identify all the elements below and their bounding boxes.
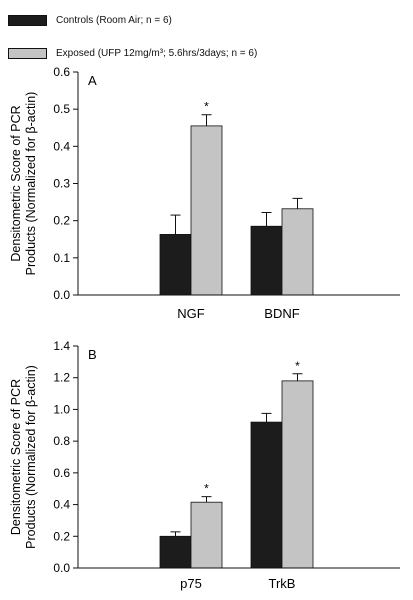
panel-a-ylabel-line2: Products (Normalized for β-actin) xyxy=(24,92,38,276)
panel-a-ytick-label-2: 0.2 xyxy=(53,214,70,228)
panel-a-bar-ngf-exposed xyxy=(190,125,223,296)
legend-item-controls: Controls (Room Air; n = 6) xyxy=(8,10,408,30)
panel-a-ytick-label-6: 0.6 xyxy=(53,65,70,79)
panel-b-significance-p75: * xyxy=(204,482,209,496)
panel-b-bar-p75-exposed xyxy=(190,501,223,569)
panel-a-significance-ngf: * xyxy=(204,100,209,114)
panel-b-bar-trkb-controls xyxy=(250,421,283,569)
legend-label-controls: Controls (Room Air; n = 6) xyxy=(56,14,172,26)
panel-a-ytick-label-4: 0.4 xyxy=(53,139,70,153)
legend-label-exposed: Exposed (UFP 12mg/m³; 5.6hrs/3days; n = … xyxy=(56,47,258,59)
panel-a-ytick-label-3: 0.3 xyxy=(53,177,70,191)
panel-b-ytick-label-0: 0.0 xyxy=(53,561,70,575)
panel-a-ytick-label-0: 0.0 xyxy=(53,288,70,302)
panel-b-category-label-p75: p75 xyxy=(180,576,202,591)
panel-b-letter: B xyxy=(88,347,97,362)
panel-b-ylabel-line1: Densitometric Score of PCR xyxy=(9,379,23,535)
panel-b-ytick-label-2: 0.4 xyxy=(53,498,70,512)
panel-b-ytick-label-3: 0.6 xyxy=(53,466,70,480)
panel-a-category-label-bdnf: BDNF xyxy=(264,306,299,321)
panel-a-ylabel-line1: Densitometric Score of PCR xyxy=(9,105,23,261)
panel-b-ytick-label-7: 1.4 xyxy=(53,339,70,353)
panel-b-ytick-label-4: 0.8 xyxy=(53,434,70,448)
panel-b-ylabel-line2: Products (Normalized for β-actin) xyxy=(24,365,38,549)
panel-b-bar-p75-controls xyxy=(159,535,192,569)
legend-item-exposed: Exposed (UFP 12mg/m³; 5.6hrs/3days; n = … xyxy=(8,43,408,63)
legend-swatch-controls xyxy=(8,14,47,26)
panel-a-ytick-label-5: 0.5 xyxy=(53,102,70,116)
legend: Controls (Room Air; n = 6) Exposed (UFP … xyxy=(8,10,408,76)
panel-b-ytick-label-5: 1.0 xyxy=(53,402,70,416)
panel-a-bar-bdnf-controls xyxy=(250,225,283,296)
legend-swatch-exposed xyxy=(8,47,47,59)
panel-a-bar-ngf-controls xyxy=(159,234,192,296)
panel-b-category-label-trkb: TrkB xyxy=(269,576,296,591)
panel-b-bar-trkb-exposed xyxy=(281,380,314,569)
panel-a-letter: A xyxy=(88,73,97,88)
panel-b-significance-trkb: * xyxy=(295,359,300,373)
panel-a-category-label-ngf: NGF xyxy=(177,306,205,321)
panel-b-ytick-label-1: 0.2 xyxy=(53,529,70,543)
panel-a-ytick-label-1: 0.1 xyxy=(53,251,70,265)
panel-a-bar-bdnf-exposed xyxy=(281,208,314,296)
panel-b-ytick-label-6: 1.2 xyxy=(53,371,70,385)
